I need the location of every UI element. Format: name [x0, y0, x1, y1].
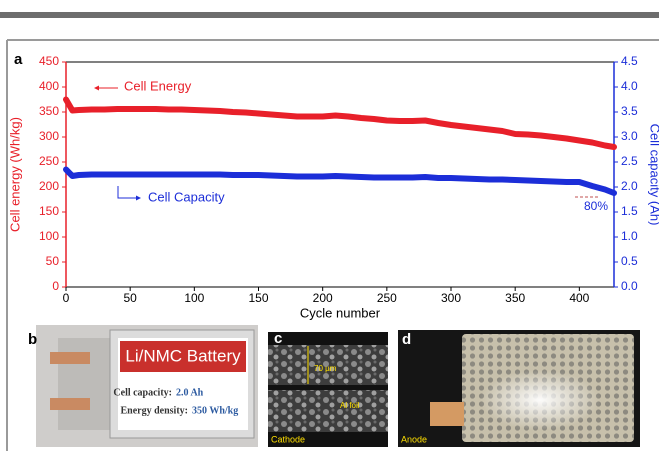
thickness: 70 µm	[314, 364, 337, 373]
y2-tick-label: 3.0	[621, 129, 638, 143]
y2-tick-label: 0.0	[621, 279, 638, 293]
foil-label: Al foil	[340, 401, 360, 410]
sem-layer	[268, 390, 388, 432]
y2-tick-label: 1.5	[621, 204, 638, 218]
y-tick-label: 400	[39, 79, 59, 93]
y-tick-label: 100	[39, 229, 59, 243]
page: {"chart_data": {"type": "line", "panel_l…	[0, 0, 659, 451]
x-tick-label: 300	[441, 291, 461, 305]
arrowhead	[94, 86, 99, 91]
annotation: Cell Capacity	[148, 189, 225, 204]
panel-d: Anode d	[398, 330, 640, 447]
series-line	[66, 100, 614, 148]
capacity-label: Cell capacity:	[113, 387, 172, 398]
y-tick-label: 200	[39, 179, 59, 193]
y-tick-label: 150	[39, 204, 59, 218]
top-bar	[0, 12, 659, 18]
y2-tick-label: 3.5	[621, 104, 638, 118]
panel-label: d	[402, 331, 411, 348]
y-tick-label: 250	[39, 154, 59, 168]
x-tick-label: 50	[123, 291, 137, 305]
annotation: Cell Energy	[124, 78, 192, 93]
density-label: Energy density:	[121, 405, 189, 416]
x-tick-label: 100	[184, 291, 204, 305]
tab	[50, 352, 90, 364]
panel-b: Li/NMC Battery Cell capacity: 2.0 Ah Ene…	[28, 325, 258, 447]
y-tick-label: 450	[39, 54, 59, 68]
y2-tick-label: 4.5	[621, 54, 638, 68]
caption: Anode	[401, 434, 427, 444]
x-tick-label: 200	[313, 291, 333, 305]
arrow	[118, 186, 138, 198]
y2-tick-label: 1.0	[621, 229, 638, 243]
x-tick-label: 350	[505, 291, 525, 305]
chart: 0 50 100 150 200 250 300 350 400 450 0.0 0.5 1.0 1.5 2…	[7, 51, 659, 320]
panel-label: c	[274, 330, 282, 347]
y2-tick-label: 0.5	[621, 254, 638, 268]
glare	[480, 370, 600, 430]
capacity-value: 2.0 Ah	[176, 387, 204, 398]
density-value: 350 Wh/kg	[192, 405, 238, 416]
panel-label: b	[28, 331, 37, 348]
tab	[50, 398, 90, 410]
tab	[430, 402, 464, 426]
y-axis-label: Cell energy (Wh/kg)	[7, 117, 22, 232]
panel-label: a	[14, 51, 23, 68]
x-axis-label: Cycle number	[300, 305, 381, 320]
y2-tick-label: 2.0	[621, 179, 638, 193]
y-tick-label: 50	[46, 254, 60, 268]
y2-axis-label: Cell capacity (Ah)	[648, 124, 659, 226]
panel-c: 70 µm Al foil Cathode c	[268, 330, 388, 447]
arrowhead	[136, 196, 141, 201]
battery-title: Li/NMC Battery	[125, 346, 241, 365]
annotation: 80%	[584, 199, 608, 213]
y2-tick-label: 2.5	[621, 154, 638, 168]
y-tick-label: 0	[52, 279, 59, 293]
figure: 0 50 100 150 200 250 300 350 400 450 0.0 0.5 1.0 1.5 2…	[0, 0, 659, 451]
x-tick-label: 0	[63, 291, 70, 305]
y2-tick-label: 4.0	[621, 79, 638, 93]
x-tick-label: 150	[248, 291, 268, 305]
x-tick-label: 400	[569, 291, 589, 305]
y-tick-label: 350	[39, 104, 59, 118]
y-tick-label: 300	[39, 129, 59, 143]
caption: Cathode	[271, 434, 305, 444]
x-tick-label: 250	[377, 291, 397, 305]
